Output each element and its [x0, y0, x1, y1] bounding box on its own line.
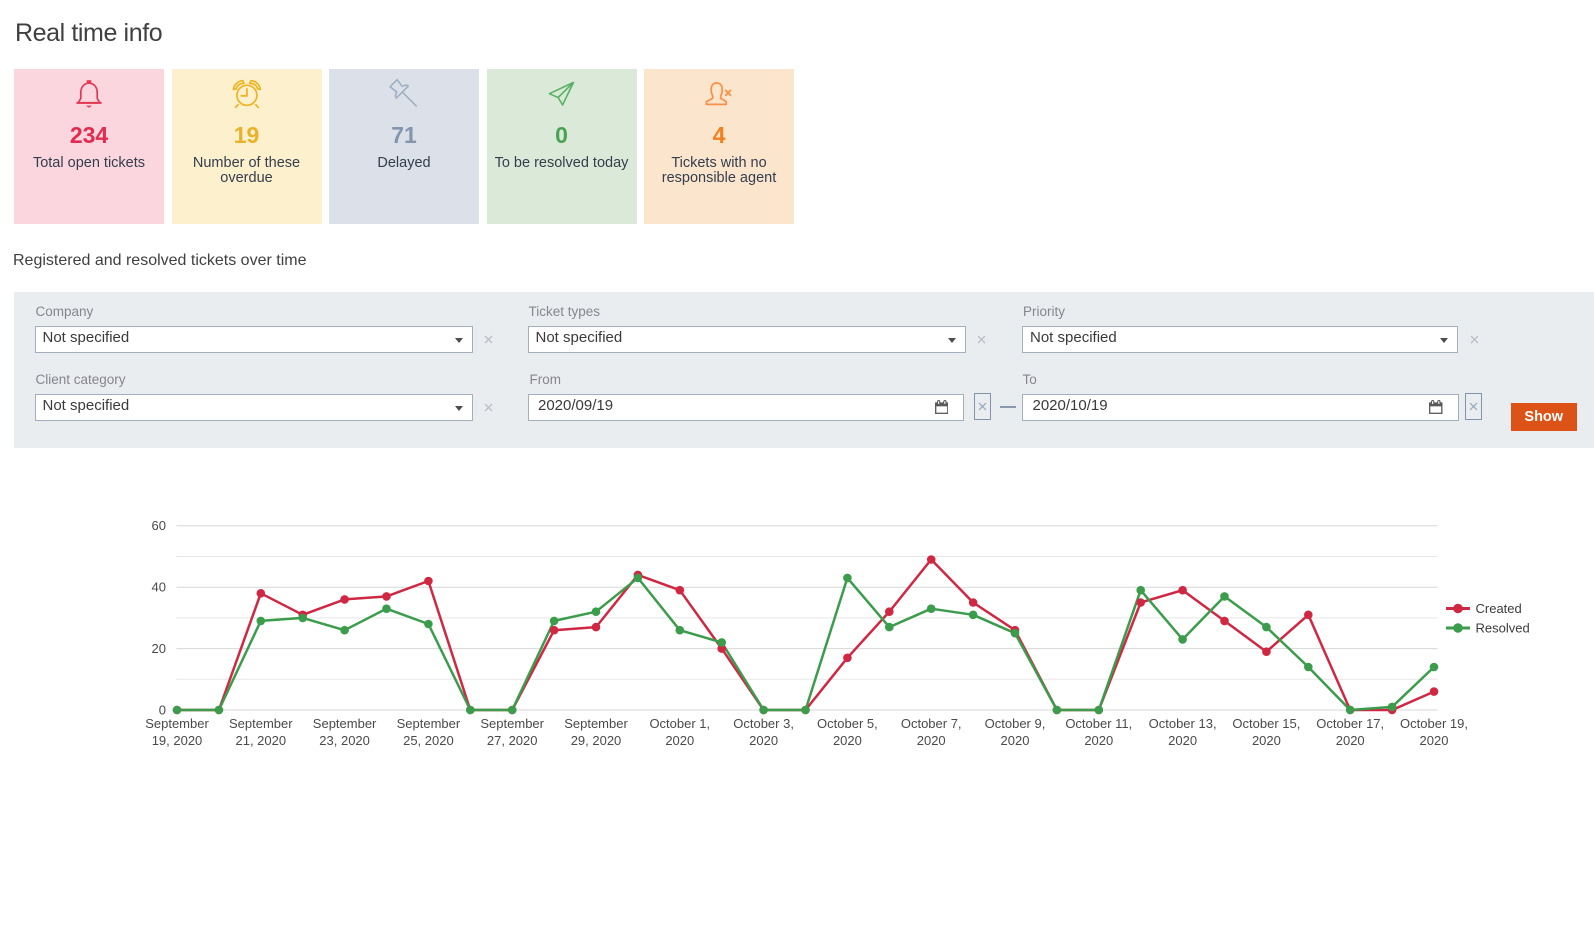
svg-text:2020: 2020	[1001, 733, 1030, 748]
svg-text:September: September	[229, 716, 293, 731]
svg-text:2020: 2020	[833, 733, 862, 748]
svg-text:2020: 2020	[1252, 733, 1281, 748]
svg-text:October 9,: October 9,	[985, 716, 1046, 731]
svg-text:19, 2020: 19, 2020	[152, 733, 203, 748]
svg-text:October 15,: October 15,	[1232, 716, 1300, 731]
svg-text:October 7,: October 7,	[901, 716, 962, 731]
svg-text:2020: 2020	[1420, 733, 1449, 748]
svg-text:September: September	[397, 716, 461, 731]
svg-text:October 19,: October 19,	[1400, 716, 1468, 731]
svg-text:September: September	[564, 716, 628, 731]
svg-text:2020: 2020	[1336, 733, 1365, 748]
svg-text:20: 20	[152, 641, 166, 656]
svg-text:2020: 2020	[1084, 733, 1113, 748]
svg-text:October 17,: October 17,	[1316, 716, 1384, 731]
svg-text:23, 2020: 23, 2020	[319, 733, 370, 748]
svg-text:October 13,: October 13,	[1149, 716, 1217, 731]
svg-text:October 5,: October 5,	[817, 716, 878, 731]
svg-text:September: September	[145, 716, 209, 731]
svg-text:29, 2020: 29, 2020	[571, 733, 622, 748]
svg-text:2020: 2020	[917, 733, 946, 748]
svg-text:27, 2020: 27, 2020	[487, 733, 538, 748]
svg-text:Created: Created	[1476, 601, 1522, 616]
svg-text:0: 0	[159, 703, 166, 718]
svg-text:60: 60	[152, 518, 166, 533]
svg-text:25, 2020: 25, 2020	[403, 733, 454, 748]
svg-text:October 3,: October 3,	[733, 716, 794, 731]
svg-text:21, 2020: 21, 2020	[235, 733, 286, 748]
svg-text:2020: 2020	[749, 733, 778, 748]
svg-text:October 11,: October 11,	[1065, 716, 1132, 731]
svg-text:2020: 2020	[665, 733, 694, 748]
svg-text:September: September	[480, 716, 544, 731]
svg-text:October 1,: October 1,	[649, 716, 710, 731]
svg-text:40: 40	[152, 580, 166, 595]
svg-text:September: September	[313, 716, 377, 731]
svg-text:Resolved: Resolved	[1476, 621, 1530, 636]
svg-text:2020: 2020	[1168, 733, 1197, 748]
